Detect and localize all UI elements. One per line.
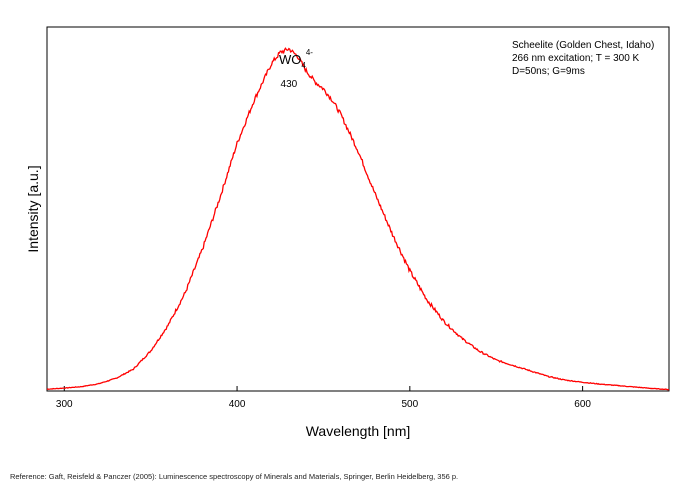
plot-frame: [46, 26, 670, 392]
peak-label: 430: [281, 79, 298, 90]
species-label: WO44-: [279, 48, 313, 70]
x-tick-label: 600: [574, 399, 591, 410]
legend-line-3: D=50ns; G=9ms: [512, 66, 585, 77]
x-tick-label: 300: [56, 399, 73, 410]
y-axis-label: Intensity [a.u.]: [25, 165, 41, 252]
legend-line-2: 266 nm excitation; T = 300 K: [512, 53, 640, 64]
x-axis-ticks: 300 400 500 600: [56, 386, 591, 410]
reference-note: Reference: Gaft, Reisfeld & Panczer (200…: [10, 472, 459, 481]
x-tick-label: 500: [401, 399, 418, 410]
legend-box: Scheelite (Golden Chest, Idaho) 266 nm e…: [512, 40, 654, 77]
x-tick-label: 400: [229, 399, 246, 410]
x-axis-label: Wavelength [nm]: [306, 423, 411, 439]
spectrum-chart: 300 400 500 600 Intensity [a.u.] Wavelength…: [25, 26, 670, 439]
legend-line-1: Scheelite (Golden Chest, Idaho): [512, 40, 654, 51]
peak-annotation: WO44- 430: [279, 48, 313, 90]
series-line-intensity: [46, 47, 670, 391]
